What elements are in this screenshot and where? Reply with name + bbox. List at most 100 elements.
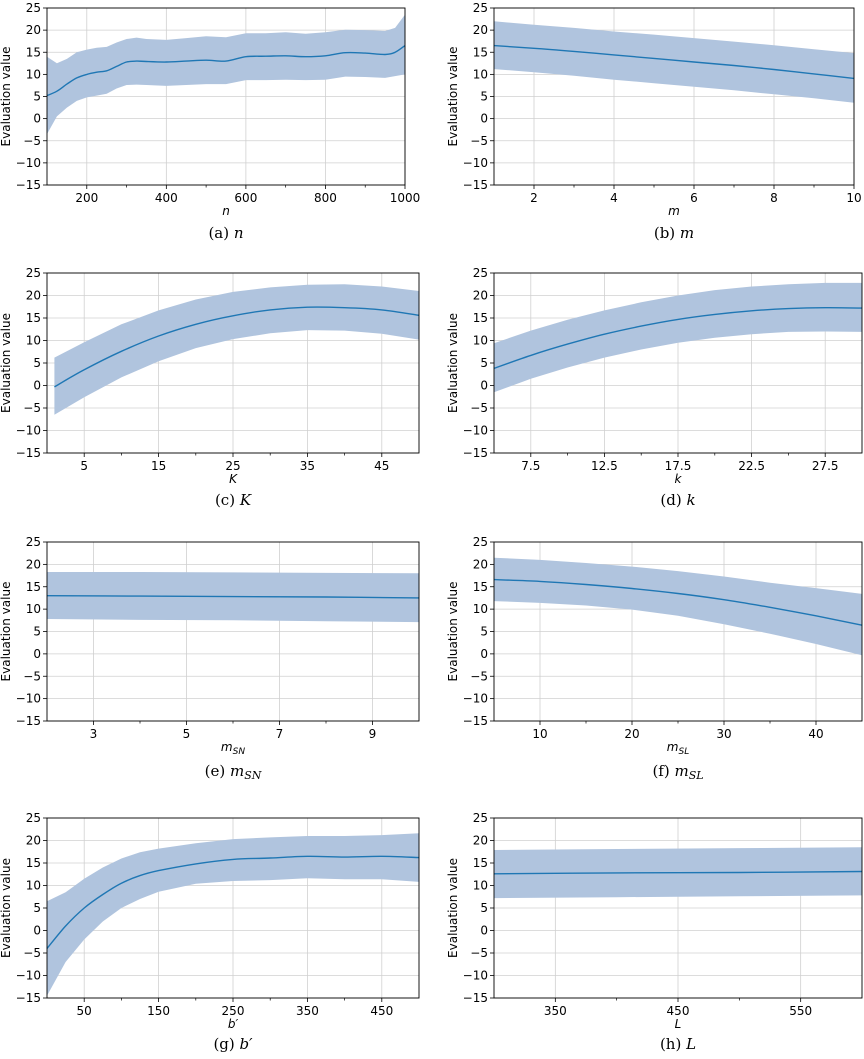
y-tick-label: 0: [480, 379, 488, 393]
y-tick-label: 0: [33, 379, 41, 393]
confidence-band: [54, 284, 420, 415]
y-tick-label: −5: [470, 946, 488, 960]
y-axis-label: Evaluation value: [446, 313, 460, 413]
caption-variable: k: [686, 491, 695, 509]
y-tick-label: 15: [473, 580, 488, 594]
x-tick-label: 600: [234, 191, 257, 205]
mean-line: [493, 44, 855, 80]
y-tick-label: 20: [26, 23, 41, 37]
caption-label: (g): [213, 1035, 239, 1053]
x-tick-label: 4: [610, 191, 618, 205]
y-tick-label: 10: [26, 879, 41, 893]
x-axis-label-subscript: SL: [678, 747, 689, 757]
y-tick-label: 5: [33, 356, 41, 370]
y-axis-label: Evaluation value: [446, 47, 460, 147]
caption-label: (b): [654, 224, 680, 242]
x-tick-label: 12.5: [591, 459, 618, 473]
panel-caption: (g) b′: [213, 1035, 253, 1053]
chart-panel-c: −15 −10 −5 0 5 10 15 20 25 5 15 25 35 45 Evaluation va…: [0, 266, 420, 509]
x-tick-label: 350: [296, 1004, 319, 1018]
caption-label: (c): [215, 491, 240, 509]
confidence-band: [494, 21, 854, 103]
x-tick-label: 5: [80, 459, 88, 473]
caption-label: (e): [205, 762, 230, 780]
chart-panel-f: −15 −10 −5 0 5 10 15 20 25 10 20 30 40 Evaluation val…: [446, 535, 863, 782]
y-tick-label: −5: [470, 669, 488, 683]
panel-caption: (f) mSL: [652, 762, 703, 782]
caption-variable: m: [674, 762, 688, 780]
panel-caption: (a) n: [208, 224, 243, 242]
mean-line: [493, 578, 863, 626]
y-tick-label: −15: [16, 714, 41, 728]
x-tick-label: 1000: [390, 191, 421, 205]
y-tick-label: 10: [26, 334, 41, 348]
x-tick-label: 20: [624, 727, 639, 741]
caption-variable: n: [234, 224, 244, 242]
caption-variable: m: [230, 762, 244, 780]
y-axis-label: Evaluation value: [0, 858, 13, 958]
mean-line: [46, 45, 406, 97]
x-tick-label: 450: [370, 1004, 393, 1018]
y-tick-label: −10: [16, 692, 41, 706]
caption-label: (d): [660, 491, 686, 509]
y-tick-label: −15: [463, 446, 488, 460]
y-tick-label: −5: [470, 401, 488, 415]
x-tick-label: 6: [690, 191, 698, 205]
panel-caption: (c) K: [215, 491, 252, 509]
y-tick-label: 10: [26, 602, 41, 616]
caption-subscript: SN: [244, 769, 262, 782]
y-tick-label: −5: [23, 134, 41, 148]
y-tick-label: 15: [26, 45, 41, 59]
caption-variable: b′: [240, 1035, 254, 1053]
x-axis-label-subscript: SN: [233, 747, 246, 757]
y-tick-label: 10: [473, 879, 488, 893]
y-tick-label: −5: [23, 946, 41, 960]
confidence-band: [494, 282, 862, 393]
y-axis-label: Evaluation value: [0, 313, 13, 413]
y-tick-label: 5: [480, 356, 488, 370]
y-tick-label: 5: [480, 901, 488, 915]
x-tick-label: 7.5: [521, 459, 540, 473]
y-tick-label: 0: [480, 112, 488, 126]
x-tick-label: 35: [300, 459, 315, 473]
y-tick-label: 15: [473, 856, 488, 870]
y-tick-label: −15: [463, 714, 488, 728]
y-axis-label: Evaluation value: [0, 47, 13, 147]
caption-variable: K: [239, 491, 252, 509]
confidence-band: [47, 833, 419, 996]
y-tick-label: 0: [33, 112, 41, 126]
y-tick-label: 25: [26, 1, 41, 15]
y-tick-label: −10: [16, 156, 41, 170]
y-tick-label: −5: [23, 669, 41, 683]
y-tick-label: 5: [33, 90, 41, 104]
x-tick-label: 50: [77, 1004, 92, 1018]
y-tick-label: −5: [23, 401, 41, 415]
panel-caption: (d) k: [660, 491, 695, 509]
y-tick-label: 25: [473, 1, 488, 15]
y-tick-label: 20: [473, 557, 488, 571]
y-tick-label: 25: [473, 266, 488, 280]
x-tick-label: 350: [544, 1004, 567, 1018]
y-axis-label: Evaluation value: [446, 582, 460, 682]
y-tick-label: 20: [26, 834, 41, 848]
y-tick-label: −5: [470, 134, 488, 148]
y-tick-label: 5: [480, 90, 488, 104]
mean-line: [46, 855, 420, 949]
x-tick-label: 800: [314, 191, 337, 205]
caption-subscript: SL: [689, 769, 704, 782]
x-axis-label: mSL: [667, 740, 689, 757]
caption-variable: L: [685, 1035, 696, 1053]
x-tick-label: 7: [276, 727, 284, 741]
y-tick-label: 15: [26, 311, 41, 325]
x-axis-label: b′: [228, 1017, 239, 1031]
x-axis-label: n: [222, 204, 230, 218]
caption-label: (a): [208, 224, 233, 242]
x-tick-label: 200: [75, 191, 98, 205]
y-tick-label: 15: [26, 580, 41, 594]
y-tick-label: 10: [473, 602, 488, 616]
chart-panel-h: −15 −10 −5 0 5 10 15 20 25 350 450 550 Evaluation va…: [446, 811, 863, 1053]
x-tick-label: 8: [770, 191, 778, 205]
y-tick-label: 25: [26, 266, 41, 280]
